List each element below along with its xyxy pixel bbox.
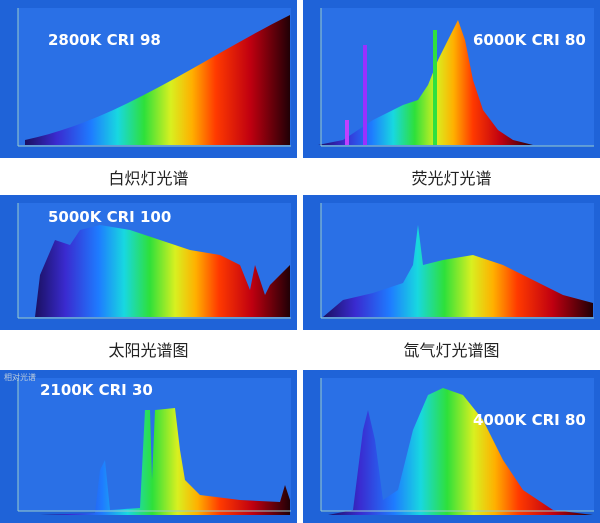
spectrum-curve: [35, 225, 290, 317]
panel-caption: 太阳光谱图: [108, 341, 188, 360]
spectrum-panel: [0, 195, 297, 330]
panel-label: 6000K CRI 80: [473, 31, 586, 49]
spectrum-panel: [303, 0, 600, 158]
panel-label: 2800K CRI 98: [48, 31, 161, 49]
spectrum-curve: [323, 225, 593, 317]
spectrum-curve: [40, 408, 290, 515]
spectrum-curve: [25, 15, 290, 145]
panel-caption: 白炽灯光谱: [108, 169, 188, 188]
spectrum-panel: [303, 370, 600, 523]
spectrum-panel: [0, 0, 297, 158]
panel-caption: 荧光灯光谱: [411, 169, 491, 188]
panel-label: 2100K CRI 30: [40, 381, 153, 399]
emission-line: [363, 45, 367, 145]
emission-line: [345, 120, 349, 145]
spectrum-panel: [0, 370, 297, 523]
spectrum-curve: [328, 388, 593, 515]
spectrum-curve: [318, 20, 533, 145]
spectrum-panel: [303, 195, 600, 330]
panel-caption: 氙气灯光谱图: [403, 341, 499, 360]
panel-label: 4000K CRI 80: [473, 411, 586, 429]
panel-label: 5000K CRI 100: [48, 208, 171, 226]
axis-title: 相对光谱: [4, 372, 36, 382]
emission-line: [433, 30, 437, 145]
